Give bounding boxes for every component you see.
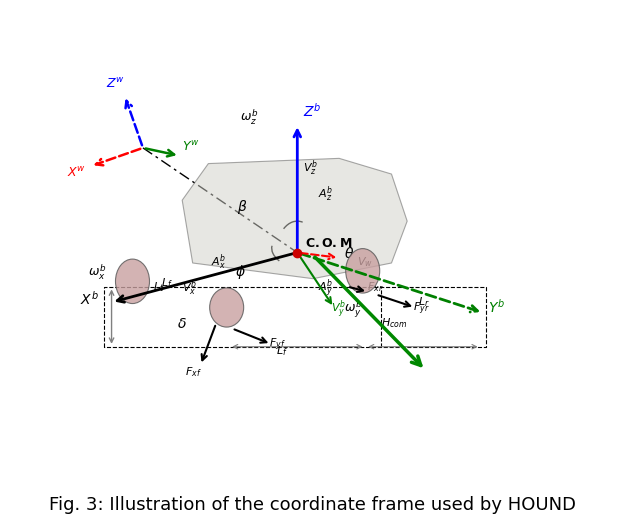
Text: Fig. 3: Illustration of the coordinate frame used by HOUND: Fig. 3: Illustration of the coordinate f… [49, 496, 577, 514]
Text: $\theta$: $\theta$ [344, 246, 354, 261]
Text: $F_{yr}$: $F_{yr}$ [413, 300, 430, 317]
Text: $H_{com}$: $H_{com}$ [381, 316, 408, 330]
Text: $Y^b$: $Y^b$ [488, 298, 505, 316]
Text: $L_f$: $L_f$ [276, 345, 289, 358]
Text: $L_f$: $L_f$ [162, 277, 173, 290]
Text: $V^b_x$: $V^b_x$ [182, 279, 197, 298]
Text: $V_w$: $V_w$ [357, 256, 374, 269]
Polygon shape [182, 158, 407, 279]
Text: $Z^b$: $Z^b$ [302, 102, 321, 119]
Text: $F_{xr}$: $F_{xr}$ [367, 280, 384, 294]
Text: $\omega^b_y$: $\omega^b_y$ [344, 299, 362, 320]
Text: $\omega^b_x$: $\omega^b_x$ [88, 262, 106, 281]
Text: $F_{yf}$: $F_{yf}$ [269, 336, 285, 352]
Text: $F_{xf}$: $F_{xf}$ [185, 366, 202, 379]
Ellipse shape [210, 288, 244, 327]
Ellipse shape [346, 249, 380, 293]
Text: $\omega^b_z$: $\omega^b_z$ [240, 108, 258, 127]
Text: $\beta$: $\beta$ [237, 198, 247, 216]
Text: $Z^w$: $Z^w$ [106, 77, 125, 90]
Ellipse shape [115, 259, 150, 304]
Text: $V^b_z$: $V^b_z$ [302, 158, 317, 178]
Text: $\phi$: $\phi$ [235, 263, 245, 281]
Text: $Y^w$: $Y^w$ [182, 139, 200, 154]
Text: $V^b_y$: $V^b_y$ [331, 299, 346, 321]
Text: $X^w$: $X^w$ [67, 166, 86, 180]
Text: $L_r$: $L_r$ [418, 295, 429, 309]
Text: $\delta$: $\delta$ [177, 317, 187, 331]
Text: $L_t$: $L_t$ [153, 280, 165, 294]
Text: $\bf{C.O.M}$: $\bf{C.O.M}$ [305, 237, 352, 250]
Text: $A^b_x$: $A^b_x$ [211, 252, 227, 272]
Text: $A^b_y$: $A^b_y$ [318, 278, 334, 300]
Text: $X^b$: $X^b$ [80, 290, 99, 308]
Text: $A^b_z$: $A^b_z$ [318, 185, 334, 204]
